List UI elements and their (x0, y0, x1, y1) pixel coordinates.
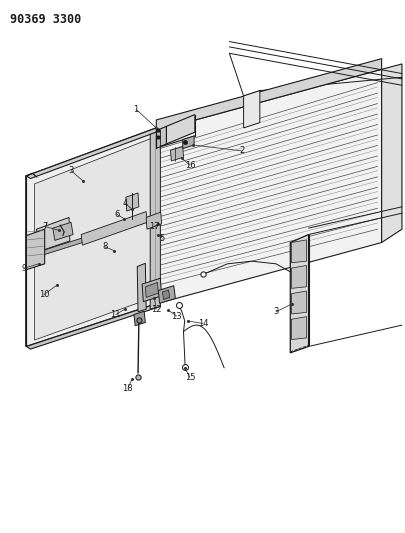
Polygon shape (290, 235, 308, 353)
Text: 90369 3300: 90369 3300 (10, 13, 81, 26)
Text: 9: 9 (22, 264, 27, 272)
Polygon shape (291, 317, 306, 340)
Polygon shape (146, 212, 161, 229)
Polygon shape (156, 126, 166, 148)
Text: 16: 16 (184, 161, 195, 169)
Polygon shape (126, 193, 139, 211)
Polygon shape (291, 265, 306, 288)
Text: 14: 14 (197, 319, 208, 328)
Polygon shape (156, 69, 381, 304)
Text: 11: 11 (110, 310, 121, 319)
Polygon shape (243, 91, 259, 128)
Text: 7: 7 (42, 222, 47, 231)
Polygon shape (150, 131, 160, 309)
Polygon shape (182, 136, 194, 149)
Text: 15: 15 (184, 373, 195, 382)
Polygon shape (134, 311, 145, 326)
Polygon shape (170, 147, 183, 161)
Text: 3: 3 (273, 308, 278, 316)
Polygon shape (291, 240, 306, 263)
Polygon shape (26, 128, 160, 179)
Text: 12: 12 (151, 305, 161, 313)
Polygon shape (156, 59, 381, 131)
Polygon shape (26, 128, 156, 346)
Polygon shape (291, 291, 306, 314)
Text: 5: 5 (160, 234, 164, 243)
Polygon shape (26, 229, 45, 270)
Polygon shape (53, 222, 73, 240)
Text: 4: 4 (122, 199, 127, 208)
Polygon shape (26, 304, 160, 349)
Polygon shape (36, 217, 70, 252)
Polygon shape (166, 115, 194, 144)
Text: 8: 8 (102, 243, 107, 251)
Text: 13: 13 (171, 312, 181, 320)
Text: 17: 17 (149, 222, 159, 231)
Polygon shape (34, 138, 153, 340)
Text: 3: 3 (68, 166, 74, 175)
Text: 6: 6 (114, 210, 119, 219)
Polygon shape (137, 263, 146, 312)
Polygon shape (145, 282, 158, 297)
Text: 18: 18 (122, 384, 133, 392)
Polygon shape (81, 212, 147, 245)
Text: 2: 2 (239, 147, 243, 155)
Polygon shape (142, 278, 161, 302)
Text: 1: 1 (133, 105, 138, 114)
Polygon shape (43, 216, 153, 255)
Polygon shape (162, 290, 169, 300)
Text: 10: 10 (38, 290, 49, 299)
Polygon shape (158, 286, 175, 303)
Polygon shape (381, 64, 401, 243)
